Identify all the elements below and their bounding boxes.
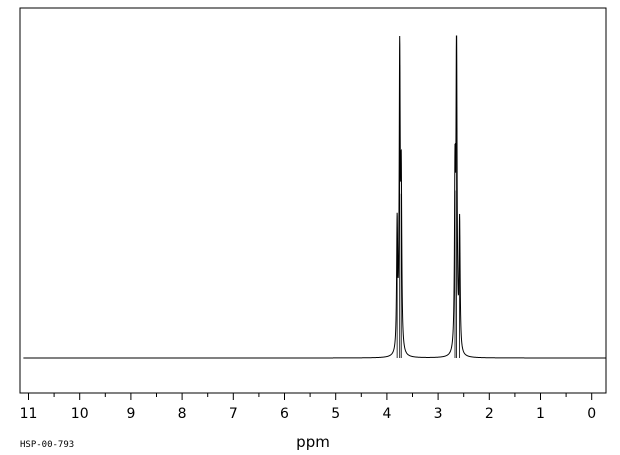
x-axis-title: ppm xyxy=(296,433,330,451)
tick-label: 4 xyxy=(382,406,391,422)
plot-frame xyxy=(19,7,607,394)
spectrum-code-label: HSP-00-793 xyxy=(20,440,74,450)
tick-label: 0 xyxy=(587,406,596,422)
tick-label: 7 xyxy=(229,406,238,422)
tick-label: 1 xyxy=(536,406,545,422)
tick-label: 6 xyxy=(280,406,289,422)
tick-label: 8 xyxy=(178,406,187,422)
tick-label: 9 xyxy=(126,406,135,422)
tick-label: 2 xyxy=(485,406,494,422)
x-axis-tick-labels: 11 10 9 8 7 6 5 4 3 2 1 0 xyxy=(20,406,597,422)
spectrum-trace xyxy=(23,35,606,359)
tick-label: 3 xyxy=(434,406,443,422)
tick-label: 11 xyxy=(20,406,38,422)
x-axis-ticks xyxy=(28,393,593,400)
peak-marks xyxy=(396,39,461,358)
tick-label: 5 xyxy=(331,406,340,422)
tick-label: 10 xyxy=(71,406,89,422)
